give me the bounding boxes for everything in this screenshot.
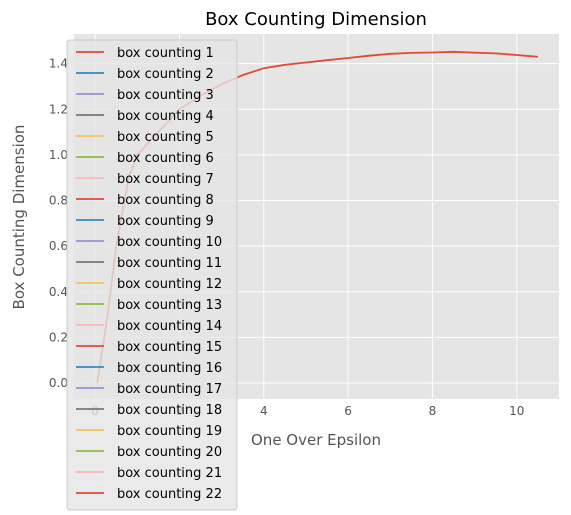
legend-entry: box counting 7 <box>117 172 214 187</box>
y-tick-label: 0.2 <box>49 330 68 344</box>
y-tick-label: 1.4 <box>49 57 68 71</box>
x-tick-label: 8 <box>429 404 437 418</box>
y-tick-label: 0.4 <box>49 285 68 299</box>
legend-box <box>66 39 238 511</box>
y-tick-label: 1.2 <box>49 102 68 116</box>
legend-entry: box counting 21 <box>117 466 222 481</box>
y-tick-label: 0.6 <box>49 239 68 253</box>
y-axis-label: Box Counting Dimension <box>10 125 28 310</box>
legend-entry: box counting 4 <box>117 109 214 124</box>
legend-entry: box counting 13 <box>117 298 222 313</box>
legend-entry: box counting 16 <box>117 361 222 376</box>
x-tick-label: 6 <box>344 404 352 418</box>
legend-entry: box counting 8 <box>117 193 214 208</box>
legend-entry: box counting 19 <box>117 424 222 439</box>
legend-entry: box counting 15 <box>117 340 222 355</box>
legend-entry: box counting 17 <box>117 382 222 397</box>
x-axis-label: One Over Epsilon <box>251 431 381 449</box>
legend-entry: box counting 11 <box>117 256 222 271</box>
legend-entry: box counting 1 <box>117 46 214 61</box>
legend-entry: box counting 3 <box>117 88 214 103</box>
legend-entry: box counting 5 <box>117 130 214 145</box>
legend-entry: box counting 9 <box>117 214 214 229</box>
x-tick-label: 4 <box>260 404 268 418</box>
legend: box counting 1 box counting 2 box counting… <box>66 39 238 511</box>
legend-entry: box counting 22 <box>117 487 222 502</box>
legend-entry: box counting 2 <box>117 67 214 82</box>
legend-entry: box counting 6 <box>117 151 214 166</box>
legend-entry: box counting 14 <box>117 319 222 334</box>
y-tick-label: 0.8 <box>49 194 68 208</box>
legend-entry: box counting 12 <box>117 277 222 292</box>
legend-entry: box counting 18 <box>117 403 222 418</box>
legend-entry: box counting 20 <box>117 445 222 460</box>
chart-title: Box Counting Dimension <box>205 9 427 30</box>
y-tick-label: 1.0 <box>49 148 68 162</box>
legend-entry: box counting 10 <box>117 235 222 250</box>
x-tick-label: 10 <box>509 404 524 418</box>
y-tick-label: 0.0 <box>49 376 68 390</box>
